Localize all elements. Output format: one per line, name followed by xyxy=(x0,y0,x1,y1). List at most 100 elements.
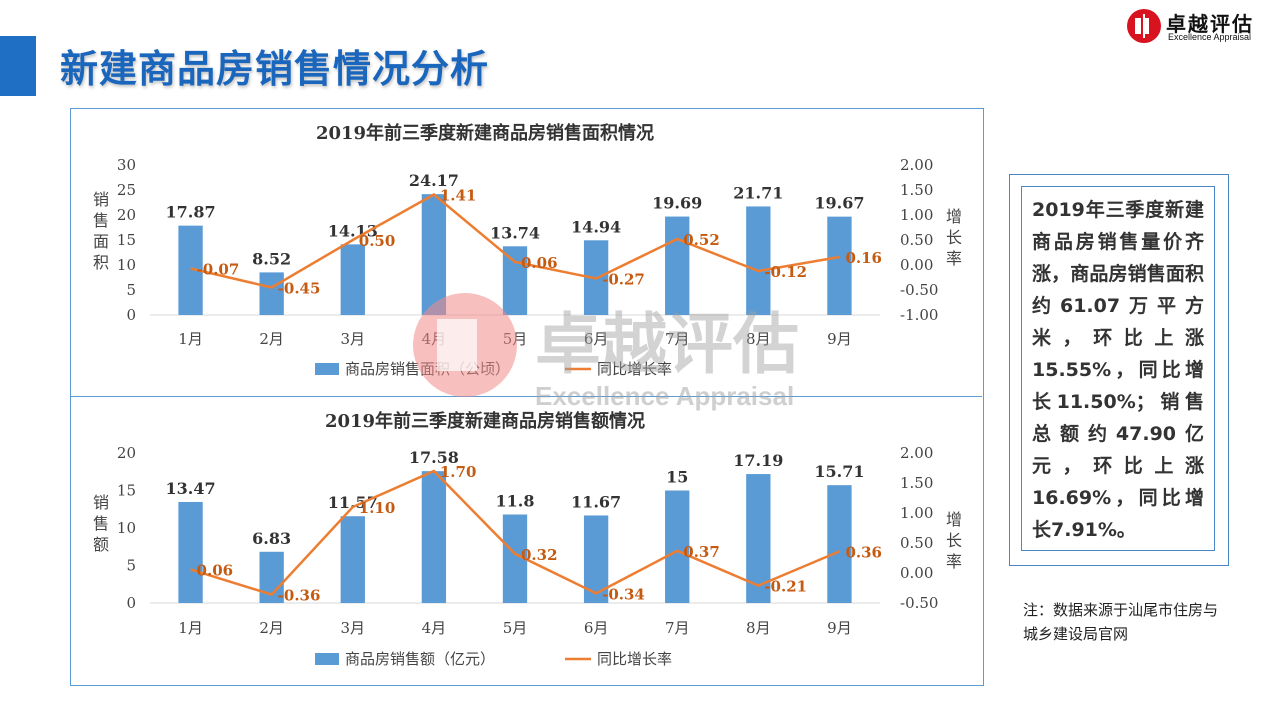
line-value-label: 0.06 xyxy=(197,561,234,579)
title-accent-bar xyxy=(0,36,36,96)
y2-tick-label: 0.50 xyxy=(900,534,933,552)
y2-axis-label-char: 增 xyxy=(946,207,962,226)
y2-tick-label: -0.50 xyxy=(900,594,938,612)
y-axis-label-char: 销 xyxy=(93,493,109,512)
summary-frame-outer xyxy=(1009,174,1229,566)
bar-value-label: 13.47 xyxy=(166,479,216,498)
bar-value-label: 17.19 xyxy=(733,451,783,470)
growth-line xyxy=(190,192,840,289)
y2-axis-label-char: 率 xyxy=(946,552,962,571)
bar xyxy=(340,516,365,603)
y-tick-label: 15 xyxy=(117,231,136,249)
bar xyxy=(178,501,203,603)
y-tick-label: 5 xyxy=(126,281,136,299)
category-label: 6月 xyxy=(584,330,609,348)
category-label: 7月 xyxy=(665,330,690,348)
category-label: 2月 xyxy=(259,330,284,348)
bar-value-label: 8.52 xyxy=(252,249,291,268)
y-axis-label-char: 积 xyxy=(93,253,109,272)
line-value-label: -0.12 xyxy=(764,263,807,281)
legend-bar-label: 商品房销售面积（公顷） xyxy=(345,360,510,378)
company-logo: 卓越评估 Excellence Appraisal xyxy=(1126,6,1276,46)
category-label: 6月 xyxy=(584,619,609,637)
line-value-label: 0.06 xyxy=(521,254,558,272)
y-tick-label: 10 xyxy=(117,519,136,537)
bar xyxy=(827,216,852,315)
bar-value-label: 24.17 xyxy=(409,171,459,190)
legend-line-label: 同比增长率 xyxy=(597,360,672,378)
y2-tick-label: 1.50 xyxy=(900,181,933,199)
bar-value-label: 15 xyxy=(666,468,688,487)
bar xyxy=(665,490,690,603)
line-value-label: -0.34 xyxy=(602,585,645,603)
y2-axis-label-char: 率 xyxy=(946,249,962,268)
bar xyxy=(421,471,447,603)
chart-title: 2019年前三季度新建商品房销售面积情况 xyxy=(316,122,654,144)
y-axis-label-char: 销 xyxy=(93,190,109,209)
line-value-label: 0.52 xyxy=(683,231,720,249)
line-value-label: 0.16 xyxy=(845,249,882,267)
bar xyxy=(259,272,284,315)
line-value-label: 0.50 xyxy=(359,232,396,250)
y2-tick-label: 0.00 xyxy=(900,256,933,274)
summary-text: 2019年三季度新建商品房销售量价齐涨，商品房销售面积约61.07万平方米，环比… xyxy=(1032,199,1204,541)
y2-tick-label: -1.00 xyxy=(900,306,938,324)
bar xyxy=(665,216,690,315)
y-tick-label: 5 xyxy=(126,557,136,575)
logo-icon xyxy=(1127,9,1161,43)
line-value-label: 1.41 xyxy=(440,187,477,205)
category-label: 4月 xyxy=(422,619,447,637)
line-value-label: 1.70 xyxy=(440,463,477,481)
y-tick-label: 15 xyxy=(117,482,136,500)
data-source-note: 注：数据来源于汕尾市住房与城乡建设局官网 xyxy=(1023,601,1219,643)
y-tick-label: 30 xyxy=(117,156,136,174)
legend-bar-swatch xyxy=(315,363,339,375)
y2-tick-label: 0.00 xyxy=(900,564,933,582)
growth-line xyxy=(190,469,840,597)
y2-tick-label: -0.50 xyxy=(900,281,938,299)
bar-value-label: 14.94 xyxy=(571,217,621,236)
category-label: 7月 xyxy=(665,619,690,637)
y-axis-label-char: 售 xyxy=(93,211,109,230)
y2-tick-label: 0.50 xyxy=(900,231,933,249)
legend-line-label: 同比增长率 xyxy=(597,650,672,668)
y2-tick-label: 2.00 xyxy=(900,444,933,462)
y-tick-label: 0 xyxy=(126,306,136,324)
category-label: 2月 xyxy=(259,619,284,637)
logo-subtitle: Excellence Appraisal xyxy=(1168,32,1252,42)
y2-tick-label: 1.00 xyxy=(900,206,933,224)
y-tick-label: 20 xyxy=(117,206,136,224)
chart-title: 2019年前三季度新建商品房销售额情况 xyxy=(325,410,645,432)
bar-value-label: 21.71 xyxy=(733,183,783,202)
bar-value-label: 19.69 xyxy=(652,194,702,213)
y2-tick-label: 1.00 xyxy=(900,504,933,522)
category-label: 8月 xyxy=(746,619,771,637)
bar-value-label: 17.58 xyxy=(409,448,459,467)
legend-bar-label: 商品房销售额（亿元） xyxy=(345,650,495,668)
bar-value-label: 17.87 xyxy=(166,203,216,222)
category-label: 5月 xyxy=(503,619,528,637)
y-tick-label: 10 xyxy=(117,256,136,274)
bar-value-label: 11.67 xyxy=(571,492,621,511)
legend-bar-swatch xyxy=(315,653,339,665)
bar-value-label: 11.8 xyxy=(496,492,535,511)
line-value-label: 0.36 xyxy=(845,543,882,561)
bar-value-label: 6.83 xyxy=(252,529,291,548)
bar-value-label: 11.57 xyxy=(328,493,378,512)
category-label: 8月 xyxy=(746,330,771,348)
category-label: 9月 xyxy=(827,619,852,637)
y2-axis-label-char: 长 xyxy=(946,228,962,247)
bar xyxy=(827,485,852,603)
bar-value-label: 14.13 xyxy=(328,221,378,240)
line-value-label: -0.21 xyxy=(764,578,807,596)
y-tick-label: 0 xyxy=(126,594,136,612)
bar xyxy=(340,244,365,315)
logo-name: 卓越评估 xyxy=(1166,12,1254,36)
y-axis-label-char: 售 xyxy=(93,514,109,533)
category-label: 1月 xyxy=(178,619,203,637)
bar-value-label: 19.67 xyxy=(814,194,864,213)
line-value-label: -0.36 xyxy=(278,587,321,605)
category-label: 3月 xyxy=(341,330,366,348)
y-axis-label-char: 面 xyxy=(93,232,109,251)
